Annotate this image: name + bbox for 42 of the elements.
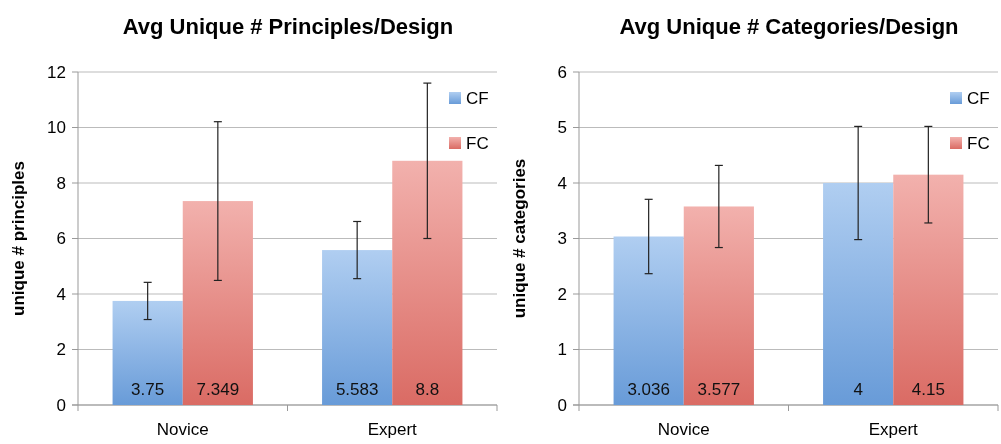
bar — [112, 300, 183, 405]
bar — [613, 236, 684, 405]
bar — [823, 183, 894, 405]
y-tick-label: 0 — [56, 395, 66, 415]
x-tick-label: Novice — [156, 420, 209, 439]
data-label: 4 — [853, 380, 863, 399]
y-tick-label: 6 — [557, 62, 567, 82]
x-tick-label: Expert — [868, 420, 919, 439]
data-label: 3.036 — [627, 380, 670, 399]
x-tick-label: Expert — [367, 420, 418, 439]
y-tick-label: 4 — [56, 284, 66, 304]
y-tick-label: 6 — [56, 229, 66, 249]
data-label: 7.349 — [196, 380, 240, 399]
data-label: 4.15 — [911, 380, 945, 399]
y-tick-label: 0 — [557, 395, 567, 415]
bar — [392, 160, 463, 405]
y-tick-label: 12 — [47, 62, 66, 82]
y-tick-label: 10 — [47, 118, 66, 138]
data-label: 3.577 — [697, 380, 741, 399]
legend-label: FC — [967, 134, 990, 154]
legend-label: FC — [466, 134, 489, 154]
data-label: 5.583 — [335, 380, 379, 399]
data-label: 8.8 — [415, 380, 440, 399]
y-tick-label: 2 — [56, 340, 66, 360]
x-tick-label: Novice — [657, 420, 710, 439]
bar — [182, 201, 253, 405]
y-axis-title: unique # categories — [510, 158, 529, 319]
y-tick-label: 3 — [557, 229, 567, 249]
chart-title: Avg Unique # Categories/Design — [619, 14, 959, 39]
bar — [322, 250, 393, 405]
legend-label: CF — [967, 89, 990, 109]
y-tick-label: 2 — [557, 284, 567, 304]
chart-title: Avg Unique # Principles/Design — [122, 14, 454, 39]
y-tick-label: 1 — [557, 340, 567, 360]
bar — [683, 206, 754, 405]
legend-label: CF — [466, 89, 489, 109]
y-tick-label: 8 — [56, 173, 66, 193]
y-axis-title: unique # principles — [9, 161, 28, 316]
bar — [893, 174, 964, 405]
data-label: 3.75 — [131, 380, 165, 399]
y-tick-label: 5 — [557, 118, 567, 138]
y-tick-label: 4 — [557, 173, 567, 193]
